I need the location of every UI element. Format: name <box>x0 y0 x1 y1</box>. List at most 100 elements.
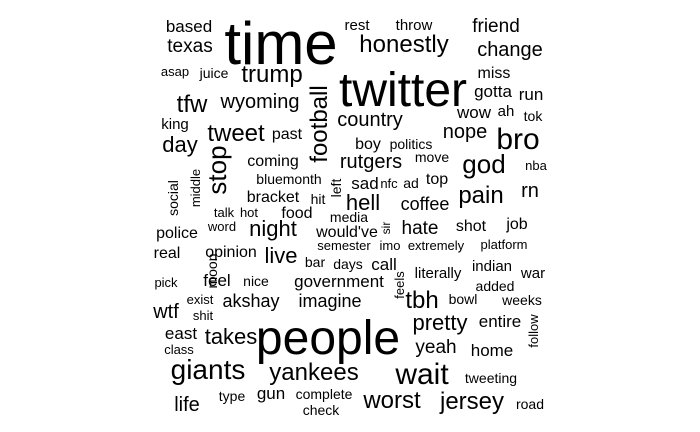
word-day: day <box>162 132 197 157</box>
word-juice: juice <box>199 65 229 81</box>
word-food: food <box>281 205 312 222</box>
word-wait: wait <box>394 358 449 391</box>
word-tfw: tfw <box>177 91 208 118</box>
word-asap: asap <box>161 64 189 79</box>
word-past: past <box>272 126 303 143</box>
word-live: live <box>264 243 297 268</box>
word-giants: giants <box>171 354 246 385</box>
word-takes: takes <box>205 324 258 349</box>
word-social: social <box>165 180 181 216</box>
word-indian: indian <box>472 258 512 275</box>
word-sad: sad <box>351 174 378 193</box>
word-hit: hit <box>311 191 326 207</box>
word-war: war <box>520 265 545 282</box>
word-trump: trump <box>241 61 302 88</box>
word-imagine: imagine <box>298 291 361 311</box>
word-yeah: yeah <box>415 337 456 358</box>
word-night: night <box>249 216 297 241</box>
word-pretty: pretty <box>412 310 467 335</box>
word-coming: coming <box>247 153 299 170</box>
word-government: government <box>294 272 384 291</box>
word-rn: rn <box>521 180 539 202</box>
word-politics: politics <box>390 136 433 152</box>
word-country: country <box>337 109 403 131</box>
word-rest: rest <box>344 17 370 34</box>
word-added: added <box>476 278 515 294</box>
word-wtf: wtf <box>152 301 179 323</box>
word-would-ve: would've <box>315 224 378 241</box>
word-word: word <box>207 219 236 234</box>
word-rutgers: rutgers <box>340 151 402 173</box>
word-tweet: tweet <box>207 120 265 147</box>
word-move: move <box>415 149 449 165</box>
word-platform: platform <box>481 237 528 252</box>
word-left: left <box>328 179 344 198</box>
word-shot: shot <box>456 218 487 235</box>
word-extremely: extremely <box>408 238 465 253</box>
word-top: top <box>426 171 448 188</box>
word-road: road <box>516 396 544 412</box>
word-life: life <box>174 394 200 416</box>
word-complete: complete <box>296 386 353 402</box>
word-football: football <box>306 85 333 162</box>
word-nba: nba <box>525 158 547 173</box>
word-miss: miss <box>478 65 511 82</box>
word-opinion: opinion <box>205 244 257 261</box>
word-class: class <box>164 342 194 357</box>
word-shit: shit <box>193 308 214 323</box>
word-imo: imo <box>380 238 401 253</box>
word-pick: pick <box>154 275 178 290</box>
word-based: based <box>166 17 212 36</box>
word-stop: stop <box>202 145 232 194</box>
word-bowl: bowl <box>449 291 478 307</box>
word-job: job <box>505 216 527 233</box>
word-texas: texas <box>167 36 212 57</box>
word-feel: feel <box>203 271 230 290</box>
word-semester: semester <box>317 238 371 253</box>
word-gun: gun <box>257 384 285 403</box>
word-ad: ad <box>403 175 419 191</box>
word-king: king <box>161 116 189 133</box>
word-media: media <box>330 209 368 225</box>
word-home: home <box>471 341 514 360</box>
word-days: days <box>333 256 363 272</box>
word-call: call <box>371 255 397 274</box>
word-ah: ah <box>498 103 515 120</box>
word-coffee: coffee <box>401 194 450 214</box>
word-check: check <box>303 402 341 418</box>
word-tbh: tbh <box>405 287 438 314</box>
word-police: police <box>156 225 198 242</box>
word-jersey: jersey <box>439 388 504 415</box>
word-yankees: yankees <box>269 359 358 386</box>
word-honestly: honestly <box>359 31 448 58</box>
word-hot: hot <box>240 205 258 220</box>
word-twitter: twitter <box>339 64 467 117</box>
word-follow: follow <box>526 314 541 348</box>
word-weeks: weeks <box>501 292 542 308</box>
word-nice: nice <box>243 273 269 289</box>
word-exist: exist <box>187 292 214 307</box>
word-tweeting: tweeting <box>465 370 517 386</box>
word-nfc: nfc <box>380 176 398 191</box>
word-middle: middle <box>188 169 203 207</box>
word-wow: wow <box>456 103 492 122</box>
word-god: god <box>462 149 505 179</box>
word-type: type <box>219 388 246 404</box>
word-friend: friend <box>472 16 520 37</box>
word-run: run <box>519 85 544 104</box>
word-change: change <box>477 39 543 61</box>
word-hate: hate <box>402 218 439 239</box>
word-bar: bar <box>305 254 326 270</box>
word-bro: bro <box>496 123 539 156</box>
word-akshay: akshay <box>222 291 279 311</box>
word-hell: hell <box>346 190 380 215</box>
word-bracket: bracket <box>247 189 300 206</box>
word-entire: entire <box>479 312 522 331</box>
word-moon: moon <box>204 253 220 288</box>
word-literally: literally <box>415 265 462 282</box>
word-worst: worst <box>362 387 421 414</box>
word-throw: throw <box>396 17 433 34</box>
word-time: time <box>224 10 337 77</box>
word-nope: nope <box>443 121 488 143</box>
